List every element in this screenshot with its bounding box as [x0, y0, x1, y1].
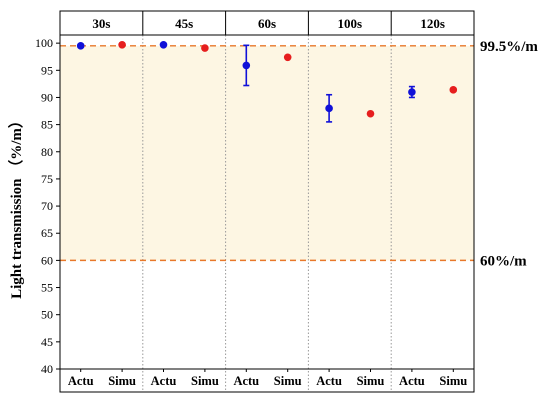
y-tick-label: 60 — [41, 253, 53, 267]
data-point-actu — [76, 42, 85, 50]
x-tick-label: Simu — [191, 374, 219, 388]
data-point-simu — [283, 53, 292, 62]
y-tick-label: 50 — [41, 308, 53, 322]
y-tick-label: 40 — [41, 362, 53, 376]
data-point-simu — [449, 86, 458, 94]
facet-label: 60s — [258, 16, 276, 31]
y-tick-label: 70 — [41, 199, 53, 213]
data-point-simu — [118, 40, 126, 49]
reference-line-label: 99.5%/m — [480, 39, 538, 55]
x-tick-label: Actu — [151, 374, 177, 388]
x-tick-label: Actu — [68, 374, 94, 388]
facet-label: 120s — [420, 16, 445, 31]
y-tick-label: 65 — [41, 226, 53, 240]
data-point-actu — [408, 88, 416, 96]
y-tick-label: 85 — [41, 118, 53, 132]
x-tick-label: Simu — [357, 374, 385, 388]
x-tick-label: Simu — [274, 374, 302, 388]
data-point-simu — [366, 109, 375, 118]
x-tick-label: Actu — [399, 374, 425, 388]
data-point-actu — [325, 104, 333, 113]
y-tick-label: 90 — [41, 90, 53, 104]
x-tick-label: Simu — [439, 374, 467, 388]
data-point-actu — [159, 40, 168, 49]
y-tick-label: 75 — [41, 172, 53, 186]
data-point-actu — [242, 61, 251, 70]
facet-label: 100s — [338, 16, 363, 31]
plot-frame — [59, 10, 475, 393]
facet-label: 45s — [175, 16, 193, 31]
y-tick-label: 100 — [35, 36, 53, 50]
y-axis-title: Light transmission （%/m） — [7, 113, 25, 299]
x-tick-label: Actu — [233, 374, 259, 388]
y-tick-label: 80 — [41, 145, 53, 159]
data-point-simu — [201, 44, 209, 52]
reference-line-label: 60%/m — [480, 253, 527, 269]
y-tick-label: 45 — [41, 335, 53, 349]
acceptable-band — [60, 45, 474, 261]
x-tick-label: Actu — [316, 374, 342, 388]
x-tick-label: Simu — [108, 374, 136, 388]
facet-label: 30s — [92, 16, 110, 31]
y-tick-label: 55 — [41, 281, 53, 295]
y-tick-label: 95 — [41, 63, 53, 77]
